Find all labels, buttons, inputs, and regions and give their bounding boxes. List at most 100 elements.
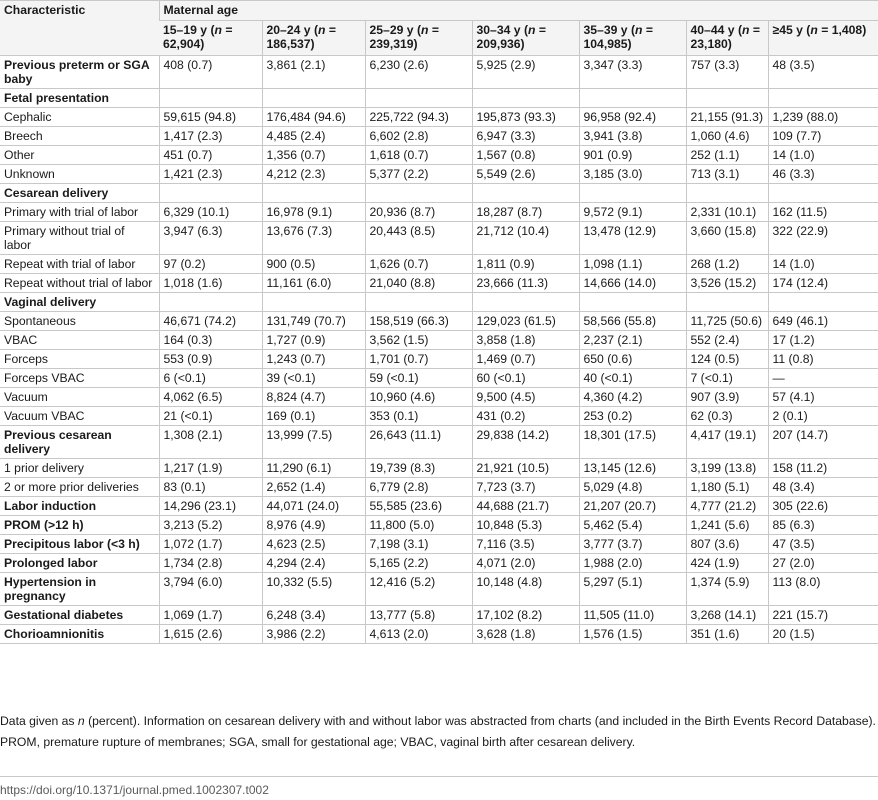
table-cell: 39 (<0.1): [261, 368, 365, 388]
table-row: Forceps 553 (0.9) 1,243 (0.7) 1,701 (0.7) 1,…: [0, 349, 878, 369]
table-cell: 4,777 (21.2): [685, 496, 768, 516]
age-column-header: 15–19 y (n = 62,904): [159, 20, 262, 56]
table-cell: 11,290 (6.1): [261, 458, 365, 478]
table-cell: 96,958 (92.4): [578, 107, 686, 127]
n-symbol: n: [810, 23, 818, 38]
table-cell: 124 (0.5): [685, 349, 768, 369]
table-cell: 1,356 (0.7): [261, 145, 365, 165]
row-label: Vacuum: [0, 387, 159, 407]
table-cell: 4,212 (2.3): [261, 164, 365, 184]
table-cell: 6,947 (3.3): [471, 126, 579, 146]
table-cell: 207 (14.7): [767, 425, 878, 459]
table-cell: 83 (0.1): [158, 477, 262, 497]
table-cell: 14,296 (23.1): [158, 496, 262, 516]
age-column-header: 30–34 y (n = 209,936): [471, 20, 579, 56]
table-cell: 44,071 (24.0): [261, 496, 365, 516]
table-cell: 55,585 (23.6): [364, 496, 472, 516]
table-cell: [578, 88, 686, 108]
table-cell: —: [767, 368, 878, 388]
table-cell: 11,800 (5.0): [364, 515, 472, 535]
table-cell: 713 (3.1): [685, 164, 768, 184]
table-cell: 3,941 (3.8): [578, 126, 686, 146]
row-label: Forceps VBAC: [0, 368, 159, 388]
age-range-label: 20–24 y (: [266, 23, 319, 38]
table-cell: 1,576 (1.5): [578, 624, 686, 644]
table-cell: [158, 292, 262, 312]
table-row: Primary without trial of labor 3,947 (6.3…: [0, 221, 878, 255]
table-cell: 1,988 (2.0): [578, 553, 686, 573]
table-cell: 3,777 (3.7): [578, 534, 686, 554]
row-label: Hypertension in pregnancy: [0, 572, 159, 606]
table-cell: 16,978 (9.1): [261, 202, 365, 222]
row-label: 2 or more prior deliveries: [0, 477, 159, 497]
age-range-label: 15–19 y (: [163, 23, 215, 38]
age-range-label: 30–34 y (: [476, 23, 529, 38]
table-cell: 1,469 (0.7): [471, 349, 579, 369]
table-cell: [685, 88, 768, 108]
table-cell: [471, 183, 579, 203]
age-column-header: ≥45 y (n = 1,408): [767, 20, 878, 56]
table-row: Other 451 (0.7) 1,356 (0.7) 1,618 (0.7) 1,56…: [0, 145, 878, 165]
table-cell: 21,155 (91.3): [685, 107, 768, 127]
table-notes: Data given as n (percent). Information o…: [0, 712, 878, 754]
table-row: Chorioamnionitis 1,615 (2.6) 3,986 (2.2) 4,…: [0, 624, 878, 644]
table-cell: 162 (11.5): [767, 202, 878, 222]
table-cell: 47 (3.5): [767, 534, 878, 554]
table-cell: 8,976 (4.9): [261, 515, 365, 535]
table-cell: 27 (2.0): [767, 553, 878, 573]
table-cell: 158 (11.2): [767, 458, 878, 478]
age-column-header: 20–24 y (n = 186,537): [261, 20, 365, 56]
table-cell: 907 (3.9): [685, 387, 768, 407]
separator-line: [0, 776, 878, 777]
table-cell: 109 (7.7): [767, 126, 878, 146]
row-label: Previous preterm or SGA baby: [0, 55, 159, 89]
table-row: Precipitous labor (<3 h) 1,072 (1.7) 4,623…: [0, 534, 878, 554]
table-cell: 3,794 (6.0): [158, 572, 262, 606]
table-cell: [578, 183, 686, 203]
table-cell: 2,237 (2.1): [578, 330, 686, 350]
row-label: Repeat with trial of labor: [0, 254, 159, 274]
note-n-italic: n: [77, 714, 85, 728]
doi-link[interactable]: https://doi.org/10.1371/journal.pmed.100…: [0, 783, 269, 797]
table-cell: 164 (0.3): [158, 330, 262, 350]
table-cell: 169 (0.1): [261, 406, 365, 426]
table-row: Vacuum VBAC 21 (<0.1) 169 (0.1) 353 (0.1) 43…: [0, 406, 878, 426]
table-cell: 1,417 (2.3): [158, 126, 262, 146]
table-cell: 5,377 (2.2): [364, 164, 472, 184]
table-cell: 17 (1.2): [767, 330, 878, 350]
row-label: Prolonged labor: [0, 553, 159, 573]
table-cell: 650 (0.6): [578, 349, 686, 369]
table-cell: 552 (2.4): [685, 330, 768, 350]
table-cell: 21,712 (10.4): [471, 221, 579, 255]
data-table: Characteristic Maternal age 15–19 y (n =…: [0, 0, 878, 644]
row-label: Fetal presentation: [0, 88, 159, 108]
table-cell: 3,268 (14.1): [685, 605, 768, 625]
n-value: = 1,408): [817, 23, 867, 38]
n-value: = 239,319): [369, 23, 439, 52]
age-range-label: 25–29 y (: [369, 23, 422, 38]
table-row: 2 or more prior deliveries 83 (0.1) 2,652 …: [0, 477, 878, 497]
table-cell: 13,145 (12.6): [578, 458, 686, 478]
row-label: Chorioamnionitis: [0, 624, 159, 644]
n-value: = 62,904): [163, 23, 233, 52]
table-cell: [261, 292, 365, 312]
table-cell: 2 (0.1): [767, 406, 878, 426]
row-label: Unknown: [0, 164, 159, 184]
table-cell: 18,301 (17.5): [578, 425, 686, 459]
table-cell: 21 (<0.1): [158, 406, 262, 426]
table-row: Breech 1,417 (2.3) 4,485 (2.4) 6,602 (2.8) 6…: [0, 126, 878, 146]
table-cell: 6,779 (2.8): [364, 477, 472, 497]
table-cell: 1,180 (5.1): [685, 477, 768, 497]
row-label: Forceps: [0, 349, 159, 369]
table-cell: 5,297 (5.1): [578, 572, 686, 606]
table-cell: 322 (22.9): [767, 221, 878, 255]
table-cell: 1,072 (1.7): [158, 534, 262, 554]
table-cell: 48 (3.5): [767, 55, 878, 89]
row-label: Precipitous labor (<3 h): [0, 534, 159, 554]
table-cell: 58,566 (55.8): [578, 311, 686, 331]
table-cell: 1,615 (2.6): [158, 624, 262, 644]
table-cell: 1,727 (0.9): [261, 330, 365, 350]
table-cell: 649 (46.1): [767, 311, 878, 331]
n-symbol: n: [318, 23, 326, 38]
